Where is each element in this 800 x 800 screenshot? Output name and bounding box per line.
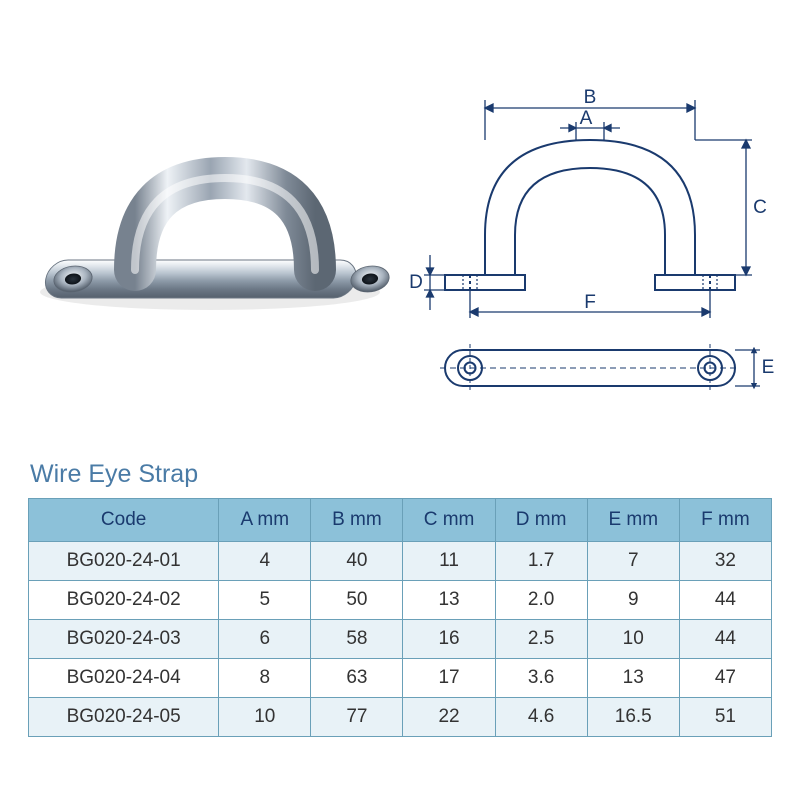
dimension-labels: A B C D E F xyxy=(409,87,774,378)
spec-table-cell: 2.5 xyxy=(495,620,587,659)
spec-table-cell: 17 xyxy=(403,659,495,698)
spec-table-cell: 22 xyxy=(403,698,495,737)
spec-table-cell: 6 xyxy=(219,620,311,659)
schematic: A B C D E F xyxy=(409,87,774,392)
spec-table-header-cell: C mm xyxy=(403,499,495,542)
spec-table-cell: 51 xyxy=(679,698,771,737)
spec-table-cell: 3.6 xyxy=(495,659,587,698)
dim-label-a: A xyxy=(580,108,593,129)
spec-table-header-cell: D mm xyxy=(495,499,587,542)
diagram-svg: A B C D E F xyxy=(0,0,800,440)
spec-table-header-cell: Code xyxy=(29,499,219,542)
spec-table-cell: 8 xyxy=(219,659,311,698)
spec-table-header-cell: F mm xyxy=(679,499,771,542)
spec-table-header-cell: A mm xyxy=(219,499,311,542)
dim-label-e: E xyxy=(762,357,775,378)
diagram-area: A B C D E F xyxy=(0,0,800,440)
spec-table-cell: 44 xyxy=(679,581,771,620)
spec-table-cell: 58 xyxy=(311,620,403,659)
dim-label-c: C xyxy=(753,197,767,218)
spec-table-cell: BG020-24-05 xyxy=(29,698,219,737)
spec-table-cell: 63 xyxy=(311,659,403,698)
spec-table: CodeA mmB mmC mmD mmE mmF mm BG020-24-01… xyxy=(28,498,772,737)
dim-label-d: D xyxy=(409,272,423,293)
table-row: BG020-24-01440111.7732 xyxy=(29,542,772,581)
dim-label-b: B xyxy=(584,87,597,108)
spec-table-cell: BG020-24-02 xyxy=(29,581,219,620)
spec-table-cell: 50 xyxy=(311,581,403,620)
spec-table-cell: 32 xyxy=(679,542,771,581)
spec-table-cell: 7 xyxy=(587,542,679,581)
spec-table-cell: BG020-24-04 xyxy=(29,659,219,698)
spec-table-cell: 9 xyxy=(587,581,679,620)
spec-table-cell: 11 xyxy=(403,542,495,581)
spec-table-cell: 10 xyxy=(587,620,679,659)
spec-table-cell: 1.7 xyxy=(495,542,587,581)
spec-table-cell: 16.5 xyxy=(587,698,679,737)
spec-table-header-cell: E mm xyxy=(587,499,679,542)
table-row: BG020-24-02550132.0944 xyxy=(29,581,772,620)
spec-table-cell: 2.0 xyxy=(495,581,587,620)
product-title: Wire Eye Strap xyxy=(30,460,198,489)
spec-table-body: BG020-24-01440111.7732BG020-24-02550132.… xyxy=(29,542,772,737)
dim-label-f: F xyxy=(584,292,596,313)
spec-table-cell: BG020-24-01 xyxy=(29,542,219,581)
spec-table-header-row: CodeA mmB mmC mmD mmE mmF mm xyxy=(29,499,772,542)
spec-table-cell: 5 xyxy=(219,581,311,620)
spec-table-cell: 4 xyxy=(219,542,311,581)
spec-table-header-cell: B mm xyxy=(311,499,403,542)
table-row: BG020-24-03658162.51044 xyxy=(29,620,772,659)
spec-table-cell: 4.6 xyxy=(495,698,587,737)
spec-table-cell: 44 xyxy=(679,620,771,659)
spec-table-cell: BG020-24-03 xyxy=(29,620,219,659)
spec-table-cell: 40 xyxy=(311,542,403,581)
spec-table-cell: 77 xyxy=(311,698,403,737)
spec-table-cell: 47 xyxy=(679,659,771,698)
table-row: BG020-24-051077224.616.551 xyxy=(29,698,772,737)
spec-table-cell: 16 xyxy=(403,620,495,659)
table-row: BG020-24-04863173.61347 xyxy=(29,659,772,698)
spec-table-cell: 13 xyxy=(403,581,495,620)
spec-table-cell: 13 xyxy=(587,659,679,698)
product-render xyxy=(40,178,391,310)
spec-table-cell: 10 xyxy=(219,698,311,737)
